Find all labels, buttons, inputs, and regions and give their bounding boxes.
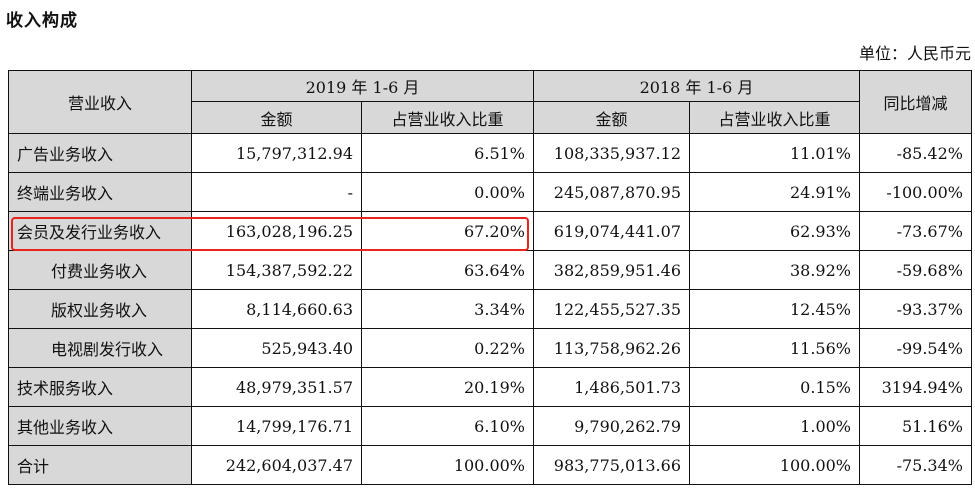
revenue-table: 营业收入 2019 年 1-6 月 2018 年 1-6 月 同比增减 金额 占…: [8, 70, 972, 485]
total-row: 合计 242,604,037.47 100.00% 983,775,013.66…: [8, 445, 972, 485]
amount-2019: 48,979,351.57: [191, 367, 362, 407]
header-amount-2018: 金额: [533, 101, 690, 134]
table-row: 付费业务收入 154,387,592.22 63.64% 382,859,951…: [8, 250, 972, 290]
ratio-2019: 20.19%: [361, 367, 534, 407]
row-label: 合计: [8, 445, 192, 485]
row-label: 终端业务收入: [8, 172, 192, 212]
header-ratio-2018: 占营业收入比重: [689, 101, 860, 134]
yoy-change: -93.37%: [859, 289, 972, 329]
yoy-change: -85.42%: [859, 133, 972, 173]
table-row: 会员及发行业务收入 163,028,196.25 67.20% 619,074,…: [8, 211, 972, 251]
amount-2019: 8,114,660.63: [191, 289, 362, 329]
yoy-change: 3194.94%: [859, 367, 972, 407]
amount-2018: 382,859,951.46: [533, 250, 690, 290]
yoy-change: -100.00%: [859, 172, 972, 212]
row-label: 版权业务收入: [8, 289, 192, 329]
table-row: 其他业务收入 14,799,176.71 6.10% 9,790,262.79 …: [8, 406, 972, 446]
ratio-2018: 1.00%: [689, 406, 860, 446]
amount-2018: 619,074,441.07: [533, 211, 690, 251]
yoy-change: 51.16%: [859, 406, 972, 446]
amount-2018: 122,455,527.35: [533, 289, 690, 329]
header-ratio-2019: 占营业收入比重: [361, 101, 534, 134]
row-label: 付费业务收入: [8, 250, 192, 290]
highlight-box: [11, 217, 529, 251]
ratio-2019: 100.00%: [361, 445, 534, 485]
table-row: 技术服务收入 48,979,351.57 20.19% 1,486,501.73…: [8, 367, 972, 407]
unit-label: 单位：人民币元: [858, 44, 971, 63]
ratio-2018: 24.91%: [689, 172, 860, 212]
header-period-2018: 2018 年 1-6 月: [533, 70, 860, 102]
ratio-2018: 62.93%: [689, 211, 860, 251]
section-title: 收入构成: [6, 11, 78, 31]
ratio-2019: 3.34%: [361, 289, 534, 329]
ratio-2019: 0.00%: [361, 172, 534, 212]
header-category: 营业收入: [8, 70, 192, 134]
ratio-2018: 100.00%: [689, 445, 860, 485]
amount-2019: 14,799,176.71: [191, 406, 362, 446]
table-row: 版权业务收入 8,114,660.63 3.34% 122,455,527.35…: [8, 289, 972, 329]
ratio-2018: 12.45%: [689, 289, 860, 329]
header-amount-2019: 金额: [191, 101, 362, 134]
table-row: 广告业务收入 15,797,312.94 6.51% 108,335,937.1…: [8, 133, 972, 173]
amount-2018: 108,335,937.12: [533, 133, 690, 173]
amount-2019: -: [191, 172, 362, 212]
header-row-2: 金额 占营业收入比重 金额 占营业收入比重: [9, 101, 972, 134]
yoy-change: -99.54%: [859, 328, 972, 368]
amount-2018: 245,087,870.95: [533, 172, 690, 212]
header-period-2019: 2019 年 1-6 月: [191, 70, 534, 102]
amount-2018: 1,486,501.73: [533, 367, 690, 407]
table-row: 终端业务收入 - 0.00% 245,087,870.95 24.91% -10…: [8, 172, 972, 212]
ratio-2019: 0.22%: [361, 328, 534, 368]
ratio-2018: 11.56%: [689, 328, 860, 368]
amount-2018: 113,758,962.26: [533, 328, 690, 368]
amount-2019: 525,943.40: [191, 328, 362, 368]
ratio-2019: 6.10%: [361, 406, 534, 446]
row-label: 技术服务收入: [8, 367, 192, 407]
yoy-change: -75.34%: [859, 445, 972, 485]
ratio-2018: 38.92%: [689, 250, 860, 290]
ratio-2019: 63.64%: [361, 250, 534, 290]
yoy-change: -59.68%: [859, 250, 972, 290]
amount-2018: 9,790,262.79: [533, 406, 690, 446]
header-yoy: 同比增减: [859, 70, 972, 134]
amount-2019: 242,604,037.47: [191, 445, 362, 485]
amount-2019: 154,387,592.22: [191, 250, 362, 290]
row-label: 广告业务收入: [8, 133, 192, 173]
ratio-2018: 0.15%: [689, 367, 860, 407]
amount-2019: 15,797,312.94: [191, 133, 362, 173]
amount-2018: 983,775,013.66: [533, 445, 690, 485]
table-row: 电视剧发行收入 525,943.40 0.22% 113,758,962.26 …: [8, 328, 972, 368]
header-row-1: 营业收入 2019 年 1-6 月 2018 年 1-6 月 同比增减: [8, 70, 972, 134]
ratio-2018: 11.01%: [689, 133, 860, 173]
ratio-2019: 6.51%: [361, 133, 534, 173]
row-label: 其他业务收入: [8, 406, 192, 446]
row-label: 电视剧发行收入: [8, 328, 192, 368]
yoy-change: -73.67%: [859, 211, 972, 251]
